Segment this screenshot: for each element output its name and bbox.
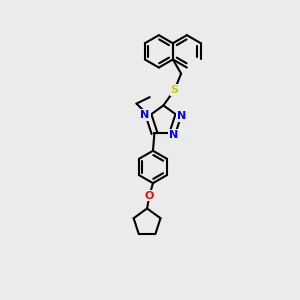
Text: O: O [145,190,154,200]
Text: N: N [140,110,150,120]
Text: S: S [171,85,178,95]
Text: N: N [169,130,178,140]
Text: N: N [177,111,187,121]
